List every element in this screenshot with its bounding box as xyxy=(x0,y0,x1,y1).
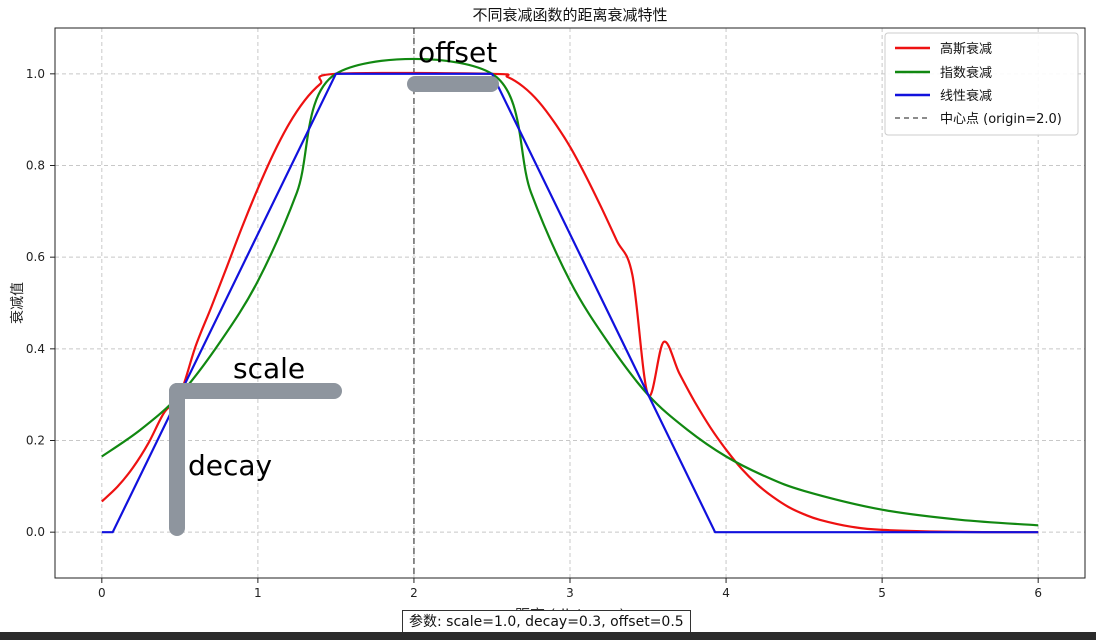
legend-label-linear: 线性衰减 xyxy=(940,88,992,104)
offset-label: offset xyxy=(418,36,497,69)
y-axis-ticks: 0.0 0.2 0.4 0.6 0.8 1.0 xyxy=(26,67,55,539)
linear-decay-line xyxy=(101,72,1039,534)
parameter-box: 参数: scale=1.0, decay=0.3, offset=0.5 xyxy=(402,610,691,634)
chart-title: 不同衰减函数的距离衰减特性 xyxy=(472,6,667,24)
x-tick-label: 0 xyxy=(98,586,106,600)
scale-annotation: scale xyxy=(169,352,342,399)
x-tick-label: 4 xyxy=(722,586,730,600)
legend-box xyxy=(884,32,1079,136)
legend: 高斯衰减 指数衰减 线性衰减 中心点 (origin=2.0) xyxy=(884,32,1079,136)
y-tick-label: 1.0 xyxy=(26,67,45,81)
decay-annotation: decay xyxy=(169,383,272,536)
decay-label: decay xyxy=(188,449,272,482)
y-axis-label: 衰减值 xyxy=(9,282,26,324)
x-tick-label: 2 xyxy=(410,586,418,600)
exponential-decay-line xyxy=(101,57,1039,527)
legend-label-exponential: 指数衰减 xyxy=(940,65,992,81)
x-axis-ticks: 0 1 2 3 4 5 6 xyxy=(98,578,1042,600)
y-tick-label: 0.4 xyxy=(26,342,45,356)
legend-label-gaussian: 高斯衰减 xyxy=(940,41,992,57)
y-tick-label: 0.6 xyxy=(26,250,45,264)
x-tick-label: 5 xyxy=(878,586,886,600)
legend-label-origin: 中心点 (origin=2.0) xyxy=(940,112,1062,127)
x-tick-label: 6 xyxy=(1034,586,1042,600)
x-tick-label: 3 xyxy=(566,586,574,600)
bottom-bar xyxy=(0,632,1096,640)
y-tick-label: 0.8 xyxy=(26,159,45,173)
offset-annotation: offset xyxy=(407,36,499,92)
series-layer xyxy=(101,57,1039,534)
scale-label: scale xyxy=(233,352,305,385)
gaussian-decay-line xyxy=(101,71,1039,534)
x-tick-label: 1 xyxy=(254,586,262,600)
y-tick-label: 0.0 xyxy=(26,525,45,539)
y-tick-label: 0.2 xyxy=(26,434,45,448)
